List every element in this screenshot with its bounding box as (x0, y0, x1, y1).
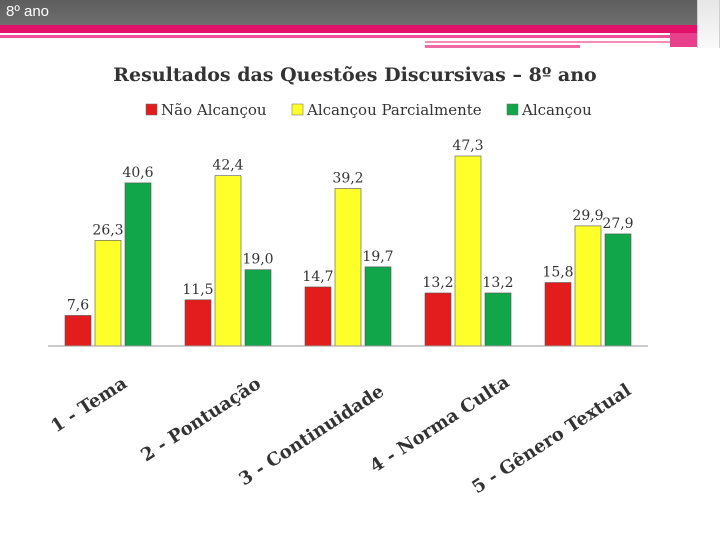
data-label-0-2: 14,7 (302, 269, 333, 285)
data-label-0-0: 7,6 (67, 297, 89, 313)
legend-label-1: Alcançou Parcialmente (306, 101, 482, 119)
data-label-0-3: 13,2 (422, 275, 453, 291)
bar-2-2 (364, 266, 392, 347)
category-label-1: 2 - Pontuação (137, 373, 264, 466)
data-label-1-3: 47,3 (452, 138, 483, 154)
pink-corner-accent (670, 33, 697, 47)
data-label-1-4: 29,9 (572, 208, 603, 224)
bar-0-2 (304, 286, 332, 347)
bar-2-0 (124, 182, 152, 347)
slide-header: 8º ano (0, 0, 720, 25)
data-label-1-0: 26,3 (92, 222, 123, 238)
slide-title: 8º ano (6, 3, 50, 20)
legend-label-2: Alcançou (521, 101, 592, 119)
bar-1-1 (214, 175, 242, 347)
data-label-2-1: 19,0 (242, 252, 273, 268)
bar-2-4 (604, 233, 632, 347)
data-label-2-3: 13,2 (482, 275, 513, 291)
bar-0-0 (64, 315, 92, 347)
chart-bars: 7,6 11,5 14,7 13,2 15,8 26,3 42,4 39,2 47,3 29,9 4… (64, 138, 634, 347)
bar-1-2 (334, 188, 362, 347)
chart-title: Resultados das Questões Discursivas – 8º… (113, 64, 596, 86)
bar-1-4 (574, 225, 602, 347)
pink-header-line-shorter (425, 45, 580, 48)
chart-legend: Não Alcançou Alcançou Parcialmente Alcanço… (145, 101, 592, 119)
bar-0-1 (184, 299, 212, 347)
bar-1-0 (94, 240, 122, 347)
data-label-2-2: 19,7 (362, 249, 393, 265)
legend-label-0: Não Alcançou (161, 101, 267, 119)
bar-0-3 (424, 292, 452, 347)
bar-1-3 (454, 155, 482, 347)
category-label-3: 4 - Norma Culta (366, 371, 513, 477)
legend-swatch-1 (291, 103, 304, 116)
bar-0-4 (544, 282, 572, 347)
data-label-1-2: 39,2 (332, 171, 363, 187)
data-label-0-1: 11,5 (182, 282, 213, 298)
legend-swatch-0 (145, 103, 158, 116)
pink-header-bar (0, 25, 697, 33)
legend-swatch-2 (506, 103, 519, 116)
data-label-2-0: 40,6 (122, 165, 153, 181)
data-label-2-4: 27,9 (602, 216, 633, 232)
bar-2-3 (484, 292, 512, 347)
data-label-1-1: 42,4 (212, 158, 243, 174)
data-label-0-4: 15,8 (542, 265, 573, 281)
category-label-2: 3 - Continuidade (235, 381, 388, 490)
pink-header-line-short (425, 41, 670, 43)
pink-header-line (0, 35, 697, 38)
category-label-0: 1 - Tema (47, 373, 131, 438)
bar-2-1 (244, 269, 272, 347)
